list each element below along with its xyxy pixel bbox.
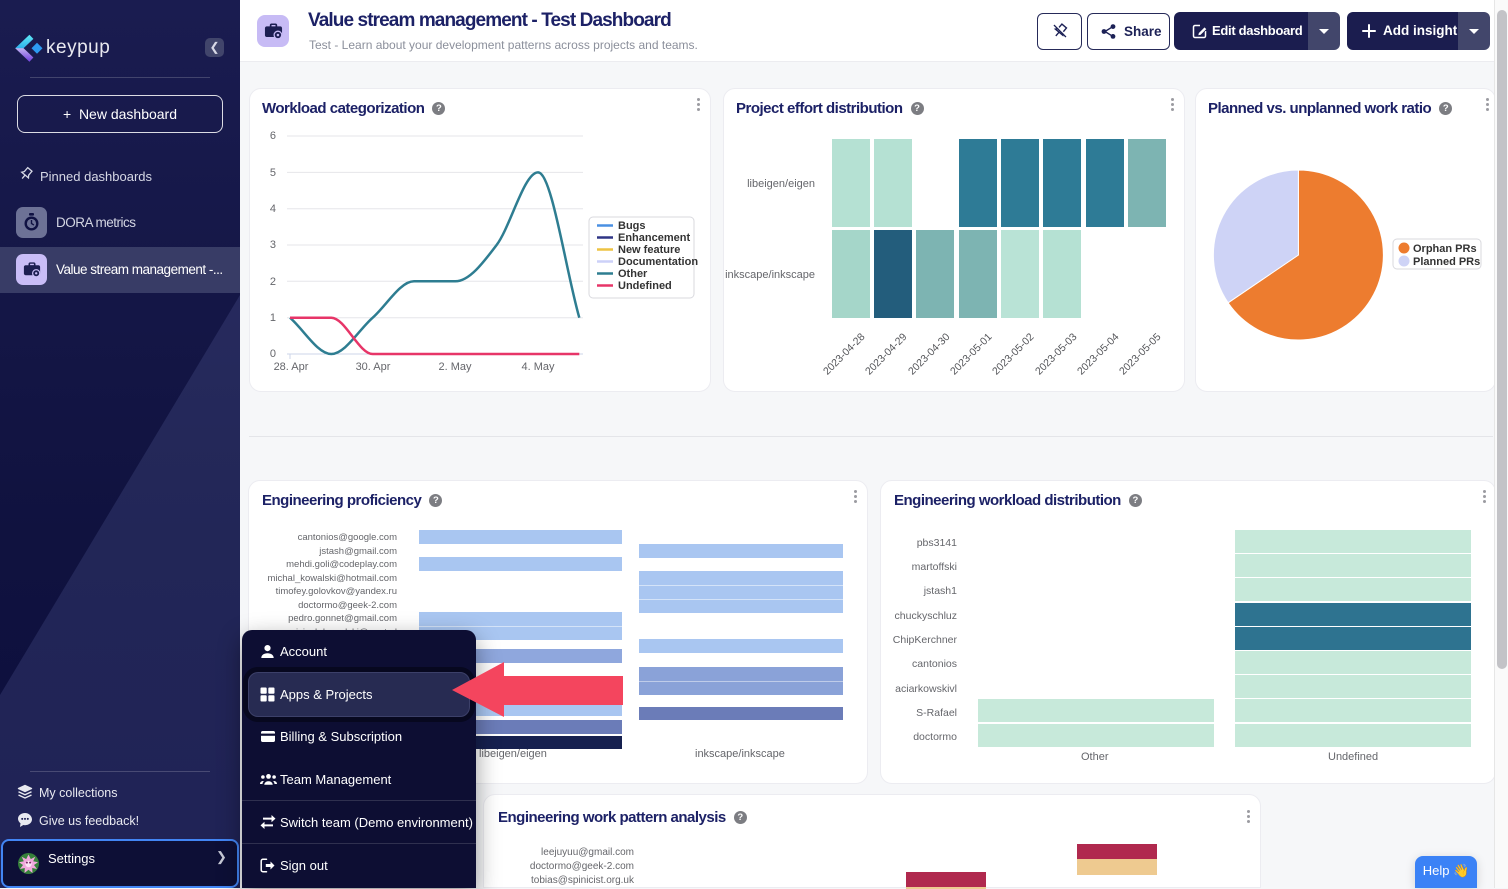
svg-text:Bugs: Bugs [618,220,646,232]
svg-text:28. Apr: 28. Apr [274,361,309,373]
svg-text:1: 1 [270,312,276,324]
svg-text:4. May: 4. May [521,361,555,373]
svg-text:30. Apr: 30. Apr [356,361,391,373]
svg-text:Other: Other [618,268,648,280]
svg-text:Planned PRs: Planned PRs [1413,256,1480,268]
svg-text:Orphan PRs: Orphan PRs [1413,243,1477,255]
svg-text:4: 4 [270,203,276,215]
svg-text:2. May: 2. May [438,361,472,373]
svg-text:3: 3 [270,239,276,251]
svg-text:Undefined: Undefined [618,280,672,292]
svg-text:2: 2 [270,276,276,288]
svg-text:Enhancement: Enhancement [618,232,690,244]
svg-text:6: 6 [270,130,276,142]
svg-text:New feature: New feature [618,244,680,256]
svg-text:Documentation: Documentation [618,256,698,268]
svg-text:0: 0 [270,348,276,360]
svg-text:5: 5 [270,167,276,179]
